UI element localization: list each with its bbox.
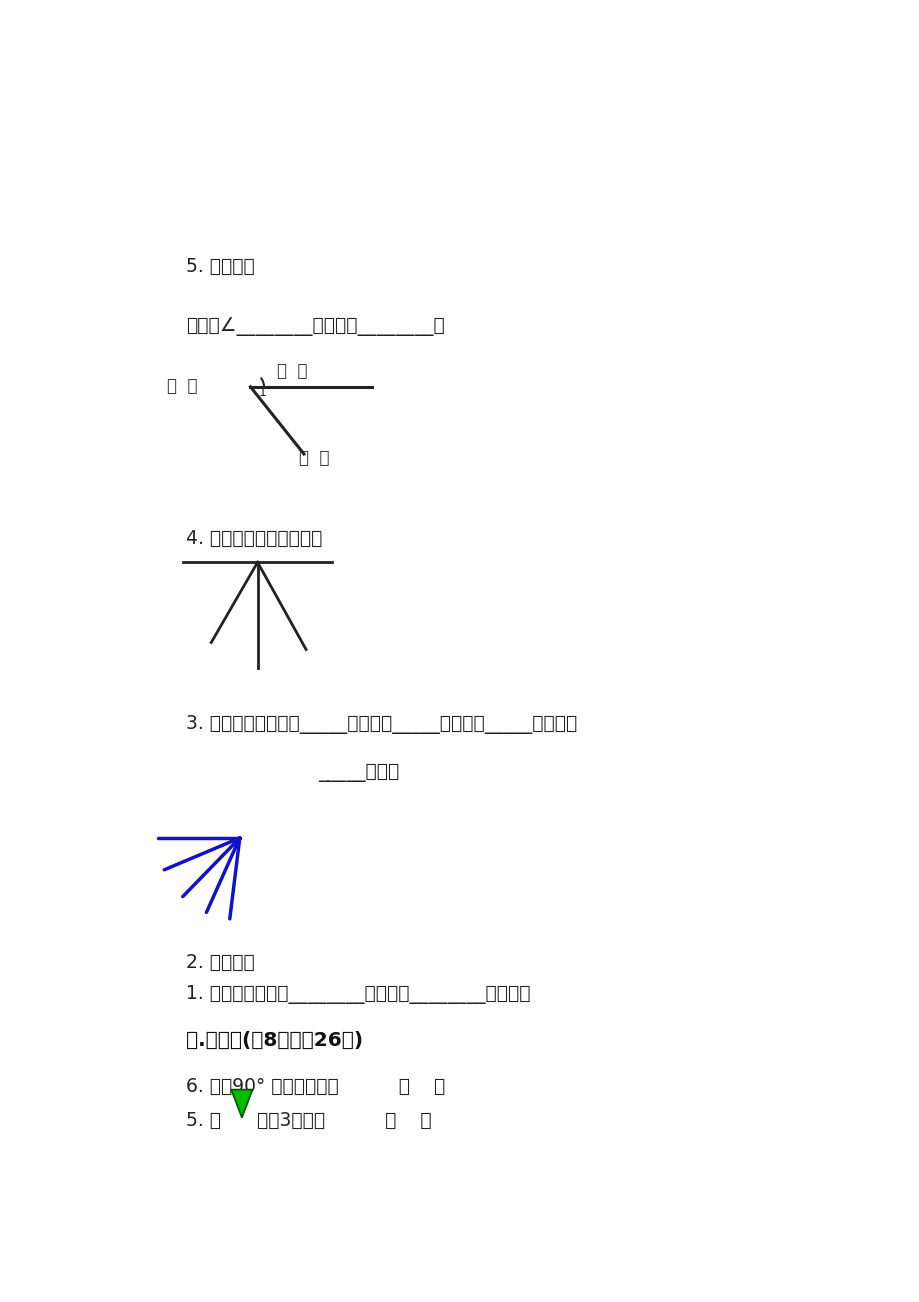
- Text: 三.填空题(兲8题，剨26分): 三.填空题(兲8题，剨26分): [186, 1030, 363, 1049]
- Text: （  ）: （ ）: [167, 376, 198, 395]
- Text: （  ）: （ ）: [299, 449, 330, 467]
- Text: （  ）: （ ）: [277, 362, 307, 380]
- Text: 3. 数一数，下图中有_____个锐角，_____个直角，_____个钖角。: 3. 数一数，下图中有_____个锐角，_____个直角，_____个钖角。: [186, 715, 577, 733]
- Text: 6. 小于90° 的角叫直角。          （    ）: 6. 小于90° 的角叫直角。 （ ）: [186, 1077, 445, 1095]
- Polygon shape: [231, 1090, 253, 1117]
- Text: 2. 找一找。: 2. 找一找。: [186, 953, 255, 973]
- Text: _____个角。: _____个角。: [318, 763, 399, 781]
- Text: 记作：∠________；读作：________。: 记作：∠________；读作：________。: [186, 316, 445, 336]
- Text: 4. 写出角的各部分名称。: 4. 写出角的各部分名称。: [186, 529, 323, 548]
- Text: 5. 图      中有3个角。          （    ）: 5. 图 中有3个角。 （ ）: [186, 1111, 431, 1130]
- Text: 1: 1: [258, 387, 267, 400]
- Text: 5. 数一数。: 5. 数一数。: [186, 256, 255, 276]
- Text: 1. 一个三角板上有________个直角，________个锐角。: 1. 一个三角板上有________个直角，________个锐角。: [186, 986, 530, 1004]
